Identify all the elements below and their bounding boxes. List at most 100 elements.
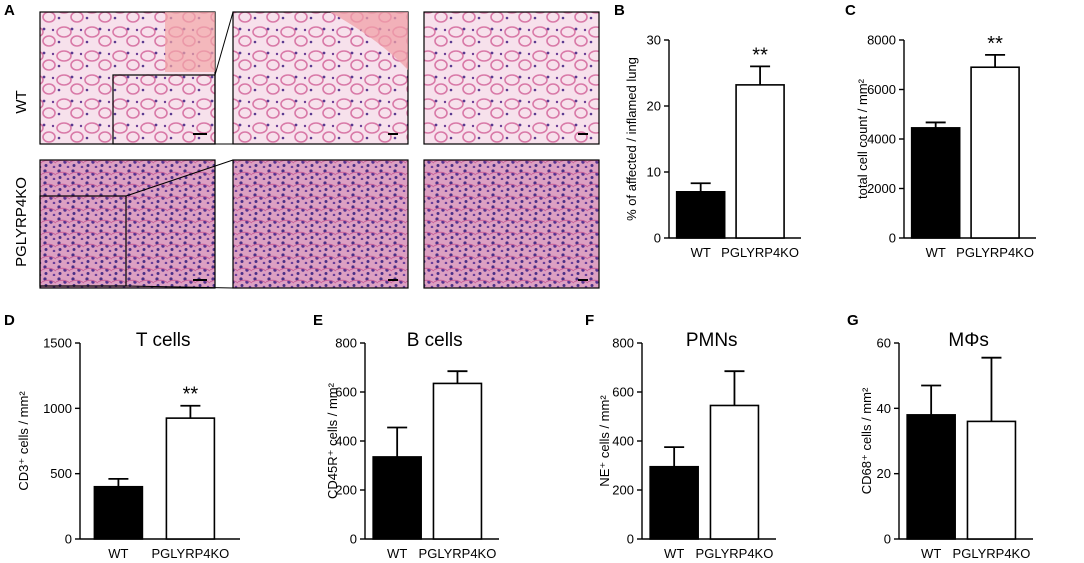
scale-bar xyxy=(193,279,207,281)
x-tick-label: PGLYRP4KO xyxy=(953,546,1031,561)
wt-vessel-region xyxy=(165,12,215,72)
panel-letter-e: E xyxy=(313,312,323,329)
y-axis-label: total cell count / mm² xyxy=(855,78,870,199)
scale-bar xyxy=(578,279,588,281)
bar-wt xyxy=(906,414,956,540)
y-tick-label: 600 xyxy=(335,385,357,400)
y-tick-label: 1500 xyxy=(43,336,72,351)
chart-panel-b: B 0 10 20 30 % of affected / inflamed lung WT P… xyxy=(614,2,801,260)
chart-panel-e: E 0 200 400 600 800 CD45R⁺ cells / mm² WT PGLYRP… xyxy=(313,312,499,561)
y-tick-label: 60 xyxy=(877,336,891,351)
y-tick-label: 0 xyxy=(350,532,357,547)
panel-letter-c: C xyxy=(845,2,856,19)
y-tick-label: 0 xyxy=(65,532,72,547)
ko-overview-image xyxy=(39,159,216,289)
panel-letter-f: F xyxy=(585,312,594,329)
ko-zoom-image xyxy=(232,159,409,289)
x-tick-label: WT xyxy=(108,546,128,561)
y-tick-label: 500 xyxy=(50,466,72,481)
y-tick-label: 2000 xyxy=(867,181,896,196)
ko-zoom-box xyxy=(39,195,127,287)
y-tick-label: 0 xyxy=(889,231,896,246)
chart-title: B cells xyxy=(407,330,463,351)
bar-charts: B 0 10 20 30 % of affected / inflamed lung WT P… xyxy=(4,2,1036,561)
scale-bar xyxy=(388,279,398,281)
bar-pglyrp4ko xyxy=(735,84,785,239)
y-tick-label: 10 xyxy=(647,165,661,180)
y-tick-label: 8000 xyxy=(867,33,896,48)
row-label-wt: WT xyxy=(13,90,30,113)
bar-wt xyxy=(372,456,422,540)
x-tick-label: PGLYRP4KO xyxy=(696,546,774,561)
y-axis-label: NE⁺ cells / mm² xyxy=(597,395,612,487)
x-tick-label: WT xyxy=(926,245,946,260)
scale-bar xyxy=(388,133,398,135)
bar-wt xyxy=(910,127,961,239)
x-tick-label: PGLYRP4KO xyxy=(152,546,230,561)
significance-mark: ** xyxy=(183,384,199,406)
panel-a-histology: A WT PGLYRP4KO xyxy=(4,2,600,289)
bar-wt xyxy=(93,485,144,540)
bar-wt xyxy=(649,465,699,540)
panel-letter-b: B xyxy=(614,2,625,19)
y-tick-label: 200 xyxy=(335,483,357,498)
y-tick-label: 40 xyxy=(877,401,891,416)
x-tick-label: WT xyxy=(691,245,711,260)
bar-pglyrp4ko xyxy=(432,382,483,540)
ko-zoom-line-top xyxy=(125,159,234,197)
x-tick-label: WT xyxy=(387,546,407,561)
scale-bar xyxy=(578,133,588,135)
y-tick-label: 6000 xyxy=(867,82,896,97)
y-tick-label: 1000 xyxy=(43,401,72,416)
chart-panel-c: C 0 2000 4000 6000 8000 total cell count / mm²… xyxy=(845,2,1036,260)
chart-title: T cells xyxy=(136,330,191,351)
chart-panel-d: D 0 500 1000 1500 CD3⁺ cells / mm² WT PGLYRP4KO… xyxy=(4,312,240,561)
wt-zoom-box xyxy=(112,74,216,145)
y-tick-label: 0 xyxy=(654,231,661,246)
y-axis-label: CD3⁺ cells / mm² xyxy=(16,391,31,491)
y-axis-label: CD68⁺ cells / mm² xyxy=(859,387,874,494)
bar-pglyrp4ko xyxy=(966,420,1017,540)
x-tick-label: PGLYRP4KO xyxy=(419,546,497,561)
x-tick-label: WT xyxy=(664,546,684,561)
y-tick-label: 600 xyxy=(612,385,634,400)
scale-bar xyxy=(193,133,207,135)
y-axis-label: % of affected / inflamed lung xyxy=(624,57,639,221)
y-axis-label: CD45R⁺ cells / mm² xyxy=(325,382,340,499)
bar-pglyrp4ko xyxy=(709,404,760,540)
significance-mark: ** xyxy=(752,44,768,66)
chart-panel-g: G 0 20 40 60 CD68⁺ cells / mm² WT PGLYRP4KO MΦs xyxy=(847,312,1033,561)
panel-letter-a: A xyxy=(4,2,15,19)
bar-pglyrp4ko xyxy=(165,417,216,540)
bar-pglyrp4ko xyxy=(970,66,1020,239)
bar-wt xyxy=(675,191,726,239)
y-tick-label: 800 xyxy=(335,336,357,351)
panel-letter-d: D xyxy=(4,312,15,329)
x-tick-label: WT xyxy=(921,546,941,561)
wt-second-field-image xyxy=(423,11,600,145)
chart-panel-f: F 0 200 400 600 800 NE⁺ cells / mm² WT PGLYRP4KO… xyxy=(585,312,776,561)
row-label-ko: PGLYRP4KO xyxy=(13,177,30,267)
chart-title: PMNs xyxy=(686,330,738,351)
y-tick-label: 30 xyxy=(647,33,661,48)
y-tick-label: 4000 xyxy=(867,132,896,147)
chart-title: MΦs xyxy=(948,330,989,351)
ko-zoom-line-bottom xyxy=(125,285,234,289)
y-tick-label: 0 xyxy=(884,532,891,547)
wt-zoom-vessel xyxy=(330,12,408,70)
y-tick-label: 400 xyxy=(612,434,634,449)
y-tick-label: 200 xyxy=(612,483,634,498)
panel-letter-g: G xyxy=(847,312,859,329)
wt-zoom-line-top xyxy=(214,11,234,76)
x-tick-label: PGLYRP4KO xyxy=(721,245,799,260)
y-tick-label: 800 xyxy=(612,336,634,351)
significance-mark: ** xyxy=(987,33,1003,55)
y-tick-label: 400 xyxy=(335,434,357,449)
x-tick-label: PGLYRP4KO xyxy=(956,245,1034,260)
y-tick-label: 0 xyxy=(627,532,634,547)
ko-second-field-image xyxy=(423,159,600,289)
y-tick-label: 20 xyxy=(877,466,891,481)
y-tick-label: 20 xyxy=(647,99,661,114)
